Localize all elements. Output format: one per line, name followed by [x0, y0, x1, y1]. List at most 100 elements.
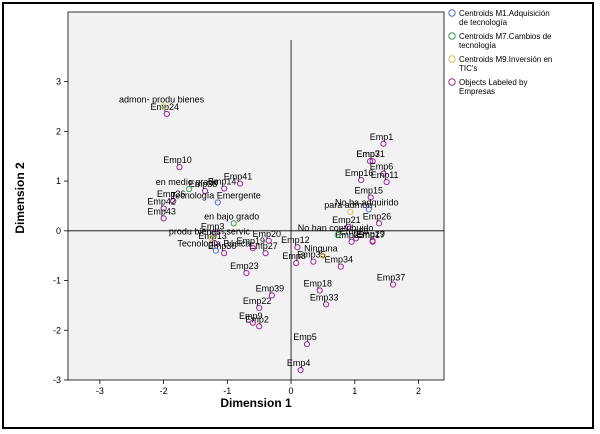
- y-tick-label: 1: [56, 176, 61, 186]
- object-point: [160, 215, 167, 222]
- centroid-m1-point-label: Tecnología Básica: [177, 239, 250, 249]
- y-tick-label: -3: [53, 375, 61, 385]
- object-point-label: Emp30: [208, 241, 237, 251]
- object-point: [367, 194, 374, 201]
- object-point: [389, 281, 397, 288]
- x-tick-label: 2: [416, 386, 421, 396]
- object-point-label: Emp38: [189, 179, 218, 189]
- centroid-m9-point: [347, 208, 354, 216]
- legend-marker: [448, 32, 456, 40]
- object-point-label: Emp2: [245, 314, 269, 324]
- object-point: [170, 197, 177, 205]
- object-point-label: Emp21: [332, 215, 361, 225]
- object-point-label: Emp29: [356, 229, 385, 239]
- legend-marker: [448, 78, 456, 86]
- y-axis-title: Dimension 2: [13, 162, 27, 234]
- x-tick-label: 0: [289, 386, 294, 396]
- object-point-label: Emp28: [340, 226, 369, 236]
- object-point-label: Emp20: [252, 229, 281, 239]
- object-point-label: Emp34: [324, 255, 353, 265]
- object-point: [221, 185, 228, 192]
- centroid-m9-point-label: Ninguna: [304, 244, 338, 254]
- object-point-label: Emp35: [297, 250, 326, 260]
- centroid-m7-point: [334, 231, 341, 238]
- centroid-m1-point-label: No ha adquirido: [335, 197, 399, 207]
- object-point: [375, 220, 383, 227]
- chart-frame: -3 -2 -1 0 1 2 -3 -2 -1 0 1 2 3 Emp1 Emp7 Emp31 Emp6 Em…: [2, 2, 594, 429]
- object-point-label: Emp4: [287, 358, 311, 368]
- centroid-m1-point-label: Tecnología Emergente: [171, 190, 261, 200]
- object-point: [323, 301, 330, 308]
- object-point: [380, 140, 387, 147]
- object-point-label: Emp26: [363, 211, 392, 221]
- object-point: [337, 263, 344, 270]
- centroid-m1-point: [365, 206, 372, 213]
- object-point-label: Emp9: [239, 311, 263, 321]
- object-point: [345, 223, 352, 230]
- centroid-m7-point-label: en bajo grado: [204, 211, 259, 221]
- object-point: [256, 323, 263, 330]
- object-point-label: Emp18: [303, 278, 332, 288]
- object-point: [310, 258, 317, 265]
- object-point-label: Emp33: [310, 292, 339, 302]
- object-point: [249, 245, 256, 252]
- object-point-label: Emp12: [281, 235, 310, 245]
- legend-label: Centroids M1.Adquisición de tecnología: [459, 9, 550, 27]
- legend-marker: [448, 9, 456, 17]
- centroid-m7-point: [230, 220, 237, 227]
- object-point-label: Emp11: [371, 170, 399, 180]
- object-point: [243, 269, 250, 277]
- object-point-label: Emp15: [354, 185, 383, 195]
- object-point-label: Emp37: [377, 273, 406, 283]
- object-point: [348, 238, 355, 245]
- y-tick-label: 2: [56, 126, 61, 136]
- object-point: [211, 230, 218, 237]
- object-point: [268, 292, 276, 299]
- centroid-m7-point-label: No han contribuido: [298, 223, 374, 233]
- legend-marker: [448, 55, 456, 63]
- object-point-label: Emp14: [208, 177, 237, 187]
- object-point: [366, 158, 374, 165]
- x-tick-label: -2: [160, 386, 168, 396]
- object-point: [262, 250, 269, 257]
- centroid-m9-point-label: admon- produ bienes: [119, 94, 205, 104]
- object-point: [358, 176, 365, 184]
- centroid-m9-point: [160, 103, 167, 110]
- legend-label: Centroids M9.Inversión en TIC's: [459, 55, 552, 73]
- object-point-label: Emp23: [230, 261, 259, 271]
- object-point: [176, 164, 183, 171]
- object-point-label: Emp41: [224, 172, 253, 182]
- centroid-m1-point: [212, 247, 219, 254]
- centroid-m7-point: [185, 185, 193, 193]
- object-point: [249, 319, 256, 326]
- data-points: Emp1Emp7Emp31Emp6Emp16Emp11Emp15Emp26Emp…: [119, 94, 406, 374]
- object-point-label: Emp36: [157, 189, 186, 199]
- object-point-label: Emp43: [147, 206, 176, 216]
- object-point-label: Emp10: [163, 155, 192, 165]
- centroid-m1-point: [214, 199, 221, 206]
- centroid-m7-point-label: en medio grado: [156, 177, 219, 187]
- x-axis-title: Dimension 1: [220, 396, 292, 410]
- object-point-label: Emp25: [335, 230, 364, 240]
- legend: Centroids M1.Adquisición de tecnología Cen…: [448, 9, 552, 96]
- legend-label: Objects Labeled by Empresas: [459, 78, 528, 96]
- plot-area: [67, 11, 445, 381]
- y-axis-ticks: -3 -2 -1 0 1 2 3: [53, 77, 68, 385]
- object-point: [352, 235, 360, 242]
- object-point: [221, 250, 228, 257]
- object-point: [163, 110, 170, 118]
- object-point-label: Emp22: [243, 296, 272, 306]
- object-point-label: Emp5: [293, 332, 317, 342]
- object-point-label: Emp16: [345, 168, 374, 178]
- y-tick-label: -2: [53, 325, 61, 335]
- centroid-m9-point-label: para admon: [324, 200, 372, 210]
- object-point-label: Emp7: [356, 149, 380, 159]
- object-point: [303, 341, 311, 348]
- object-point-label: Emp24: [151, 102, 180, 112]
- object-point-label: Emp27: [249, 241, 278, 251]
- object-point-label: Emp1: [370, 132, 394, 142]
- object-point-label: Emp17: [356, 230, 385, 240]
- object-point-label: Emp3: [201, 221, 225, 231]
- legend-label: Centroids M7.Cambios de tecnología: [459, 32, 552, 50]
